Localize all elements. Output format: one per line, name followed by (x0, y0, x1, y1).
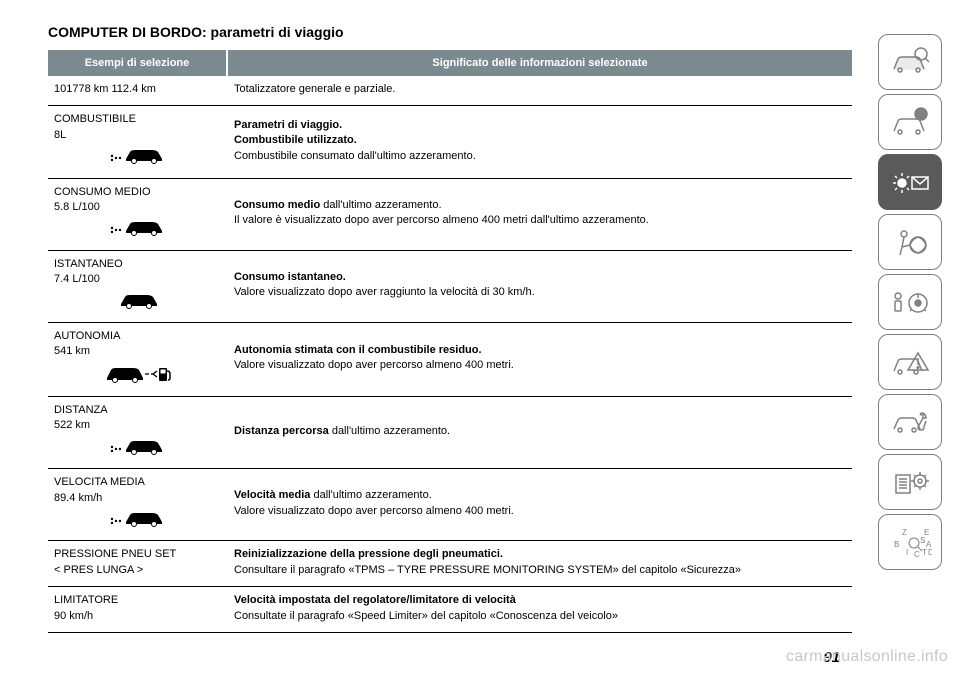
table-row: AUTONOMIA541 kmAutonomia stimata con il … (48, 323, 852, 397)
example-line1: VELOCITA MEDIA (54, 475, 222, 490)
table-row: PRESSIONE PNEU SET< PRES LUNGA >Reinizia… (48, 541, 852, 587)
svg-text:B: B (894, 540, 899, 549)
example-line1: COMBUSTIBILE (54, 112, 222, 127)
meaning-cell: Reinizializzazione della pressione degli… (228, 547, 852, 578)
svg-text:I: I (906, 548, 908, 557)
tab-starting[interactable] (878, 274, 942, 330)
meaning-cell: Autonomia stimata con il combustibile re… (228, 343, 852, 374)
tab-maintenance[interactable] (878, 394, 942, 450)
tab-specs[interactable] (878, 454, 942, 510)
example-cell: ISTANTANEO7.4 L/100 (48, 257, 228, 314)
car-dots-icon (54, 437, 222, 460)
table-row: VELOCITA MEDIA89.4 km/hVelocità media da… (48, 469, 852, 541)
svg-text:C: C (914, 550, 920, 559)
example-line1: ISTANTANEO (54, 257, 222, 272)
table-header: Esempi di selezione Significato delle in… (48, 50, 852, 76)
tab-index[interactable]: ZEBSAICTD (878, 514, 942, 570)
example-cell: VELOCITA MEDIA89.4 km/h (48, 475, 228, 532)
table-row: COMBUSTIBILE8LParametri di viaggio.Combu… (48, 106, 852, 178)
tab-safety[interactable]: i (878, 94, 942, 150)
watermark: carmanualsonline.info (786, 648, 948, 666)
example-cell: 101778 km 112.4 km (48, 82, 228, 97)
table-row: DISTANZA522 kmDistanza percorsa dall'ult… (48, 397, 852, 469)
car-icon (54, 291, 222, 314)
example-line2: < PRES LUNGA > (54, 563, 222, 578)
tab-warning-lights[interactable] (878, 154, 942, 210)
example-cell: AUTONOMIA541 km (48, 329, 228, 388)
example-line1: PRESSIONE PNEU SET (54, 547, 222, 562)
meaning-cell: Velocità media dall'ultimo azzeramento.V… (228, 488, 852, 519)
example-line1: 101778 km 112.4 km (54, 82, 222, 97)
tab-knowing-vehicle[interactable] (878, 34, 942, 90)
example-line2: 89.4 km/h (54, 491, 222, 506)
example-line1: LIMITATORE (54, 593, 222, 608)
example-cell: CONSUMO MEDIO5.8 L/100 (48, 185, 228, 242)
example-line1: CONSUMO MEDIO (54, 185, 222, 200)
example-line2: 541 km (54, 344, 222, 359)
car-fuel-icon (54, 363, 222, 388)
svg-text:D: D (928, 548, 932, 557)
svg-text:S: S (920, 536, 925, 545)
example-line1: DISTANZA (54, 403, 222, 418)
example-cell: LIMITATORE90 km/h (48, 593, 228, 624)
svg-text:Z: Z (902, 528, 907, 537)
example-cell: PRESSIONE PNEU SET< PRES LUNGA > (48, 547, 228, 578)
example-line2: 7.4 L/100 (54, 272, 222, 287)
meaning-cell: Consumo medio dall'ultimo azzeramento.Il… (228, 198, 852, 229)
meaning-cell: Distanza percorsa dall'ultimo azzerament… (228, 424, 852, 439)
meaning-cell: Parametri di viaggio.Combustibile utiliz… (228, 118, 852, 164)
example-line1: AUTONOMIA (54, 329, 222, 344)
example-line2: 90 km/h (54, 609, 222, 624)
example-line2: 522 km (54, 418, 222, 433)
table-body: 101778 km 112.4 km Totalizzatore generale… (48, 76, 852, 633)
table-row: LIMITATORE90 km/hVelocità impostata del … (48, 587, 852, 633)
table-header-col2: Significato delle informazioni seleziona… (228, 50, 852, 76)
example-cell: DISTANZA522 km (48, 403, 228, 460)
car-dots-icon (54, 218, 222, 241)
example-line2: 8L (54, 128, 222, 143)
tab-airbag[interactable] (878, 214, 942, 270)
meaning-cell: Velocità impostata del regolatore/limita… (228, 593, 852, 624)
car-dots-icon (54, 509, 222, 532)
document-page: COMPUTER DI BORDO: parametri di viaggio … (48, 24, 852, 633)
meaning-cell: Totalizzatore generale e parziale. (228, 82, 852, 97)
example-cell: COMBUSTIBILE8L (48, 112, 228, 169)
car-dots-icon (54, 146, 222, 169)
table-row: CONSUMO MEDIO5.8 L/100Consumo medio dall… (48, 179, 852, 251)
sidebar-tabs: i ZEBSAICTD (878, 34, 942, 574)
table-row: 101778 km 112.4 km Totalizzatore generale… (48, 76, 852, 106)
page-title: COMPUTER DI BORDO: parametri di viaggio (48, 24, 852, 40)
tab-emergency[interactable] (878, 334, 942, 390)
svg-text:T: T (922, 548, 927, 557)
meaning-cell: Consumo istantaneo.Valore visualizzato d… (228, 270, 852, 301)
table-row: ISTANTANEO7.4 L/100Consumo istantaneo.Va… (48, 251, 852, 323)
table-header-col1: Esempi di selezione (48, 50, 228, 76)
example-line2: 5.8 L/100 (54, 200, 222, 215)
